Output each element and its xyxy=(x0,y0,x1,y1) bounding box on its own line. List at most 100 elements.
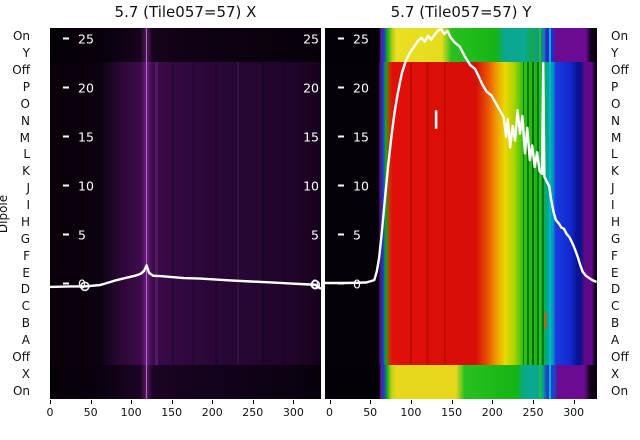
heatmap-vline-3 xyxy=(191,61,194,366)
overlay-tickmark xyxy=(63,135,69,138)
heatmap-vline-1 xyxy=(425,61,429,366)
overlay-tick-25: 25 xyxy=(63,31,94,46)
overlay-tick-value: 20 xyxy=(353,80,369,96)
dipole-label-l-c16: C xyxy=(21,299,30,314)
overlay-tick-15: 15 xyxy=(63,129,94,144)
dipole-label-r-off2: Off xyxy=(611,63,629,78)
heatmap-vline-5 xyxy=(532,61,534,366)
power-curve xyxy=(50,264,321,290)
dipole-label-r-off19: Off xyxy=(611,349,629,364)
overlay-tick-value: 10 xyxy=(353,178,369,194)
dipole-label-l-j9: J xyxy=(26,181,30,196)
power-curve xyxy=(325,28,597,285)
dipole-label-l-p3: P xyxy=(22,80,30,95)
x-tick-label-X-50: 50 xyxy=(83,406,98,419)
dipole-label-r-l7: L xyxy=(611,147,618,162)
dipole-label-l-g12: G xyxy=(20,231,30,246)
overlay-tickmark xyxy=(338,37,344,40)
overlay-right-tick-5: 5 xyxy=(311,227,319,243)
dipole-label-r-d15: D xyxy=(611,282,621,297)
heatmap-vline-6 xyxy=(261,61,264,366)
overlay-tickmark xyxy=(338,282,344,285)
heatmap-vline-7 xyxy=(539,28,542,399)
x-tickmark-X-250 xyxy=(252,400,254,404)
overlay-tick-5: 5 xyxy=(338,227,361,242)
dipole-label-r-j9: J xyxy=(611,181,615,196)
dipole-label-r-b17: B xyxy=(611,316,620,331)
x-tick-label-X-0: 0 xyxy=(46,406,54,419)
overlay-tickmark xyxy=(63,233,69,236)
overlay-tick-10: 10 xyxy=(63,178,94,193)
dipole-label-r-x20: X xyxy=(611,366,620,381)
heatmap-vline-4 xyxy=(214,61,218,366)
overlay-tick-value: 5 xyxy=(353,227,361,243)
dipole-label-r-g12: G xyxy=(611,231,621,246)
heatmap-vline-0 xyxy=(145,28,148,399)
x-tick-label-Y-250: 250 xyxy=(522,406,544,419)
dipole-label-l-a18: A xyxy=(21,332,30,347)
x-tick-label-Y-0: 0 xyxy=(326,406,333,419)
heatmap-panel-y[interactable]: 25 20 15 10 5 0 xyxy=(325,28,597,399)
overlay-tick-value: 0 xyxy=(78,276,86,291)
overlay-tick-20: 20 xyxy=(63,80,94,95)
x-tick-label-Y-200: 200 xyxy=(481,406,503,419)
curve-marker xyxy=(80,281,90,292)
heatmap-vline-4 xyxy=(527,61,529,366)
dipole-label-r-k8: K xyxy=(611,164,619,179)
x-tickmark-X-150 xyxy=(171,400,173,404)
curve-marker xyxy=(310,279,321,290)
heatmap-panel-x[interactable]: 25 20 15 10 5 0 25 20 15 10 5 0 xyxy=(50,28,321,399)
left-panel-title: 5.7 (Tile057=57) X xyxy=(114,3,257,21)
overlay-tickmark xyxy=(338,86,344,89)
x-tickmark-X-50 xyxy=(90,400,92,404)
dipole-label-l-off2: Off xyxy=(12,63,30,78)
dipole-label-l-l7: L xyxy=(23,147,30,162)
dipole-label-r-i10: I xyxy=(611,198,615,213)
overlay-line-plot xyxy=(325,28,597,329)
dipole-label-l-e14: E xyxy=(22,265,30,280)
x-tick-label-Y-150: 150 xyxy=(441,406,463,419)
x-tickmark-Y-150 xyxy=(451,400,453,404)
overlay-tick-value: 15 xyxy=(78,129,94,145)
dipole-label-l-i10: I xyxy=(26,198,30,213)
overlay-line-plot xyxy=(50,264,321,292)
x-tickmark-Y-0 xyxy=(329,400,331,404)
overlay-tick-15: 15 xyxy=(338,129,369,144)
dipole-label-l-o4: O xyxy=(20,96,30,111)
overlay-tickmark xyxy=(63,282,69,285)
x-tick-label-Y-300: 300 xyxy=(563,406,585,419)
x-tick-label-Y-100: 100 xyxy=(400,406,422,419)
heatmap-vline-6 xyxy=(537,61,539,366)
dipole-label-r-f13: F xyxy=(611,248,618,263)
overlay-tickmark xyxy=(63,86,69,89)
dipole-label-r-e14: E xyxy=(611,265,619,280)
heatmap-band-bottom xyxy=(325,365,597,399)
x-tickmark-Y-250 xyxy=(533,400,534,404)
heatmap-band-top xyxy=(50,28,321,62)
heatmap-vline-2 xyxy=(444,61,447,366)
overlay-tick-20: 20 xyxy=(338,80,369,95)
heatmap-vline-5 xyxy=(237,61,240,366)
overlay-tick-value: 0 xyxy=(353,276,361,291)
heatmap-band-main xyxy=(50,61,321,366)
right-panel-title: 5.7 (Tile057=57) Y xyxy=(390,3,532,21)
overlay-tick-5: 5 xyxy=(63,227,86,242)
overlay-tick-value: 25 xyxy=(353,31,369,47)
x-tick-label-X-100: 100 xyxy=(120,406,142,419)
overlay-tick-value: 5 xyxy=(78,227,86,243)
overlay-tickmark xyxy=(338,135,344,138)
heatmap-vline-0 xyxy=(409,61,412,366)
x-tickmark-X-300 xyxy=(293,400,295,404)
overlay-tickmark xyxy=(63,184,69,187)
overlay-tick-0: 0 xyxy=(63,276,86,291)
dipole-label-l-d15: D xyxy=(20,282,30,297)
x-tick-label-X-250: 250 xyxy=(242,406,264,419)
overlay-tick-0: 0 xyxy=(338,276,361,291)
dipole-label-l-m6: M xyxy=(19,130,30,145)
heatmap-band-bottom xyxy=(50,365,321,399)
x-tick-label-X-200: 200 xyxy=(201,406,223,419)
x-tickmark-Y-200 xyxy=(492,400,494,404)
dipole-label-l-off19: Off xyxy=(12,349,30,364)
dipole-label-r-m6: M xyxy=(611,130,622,145)
